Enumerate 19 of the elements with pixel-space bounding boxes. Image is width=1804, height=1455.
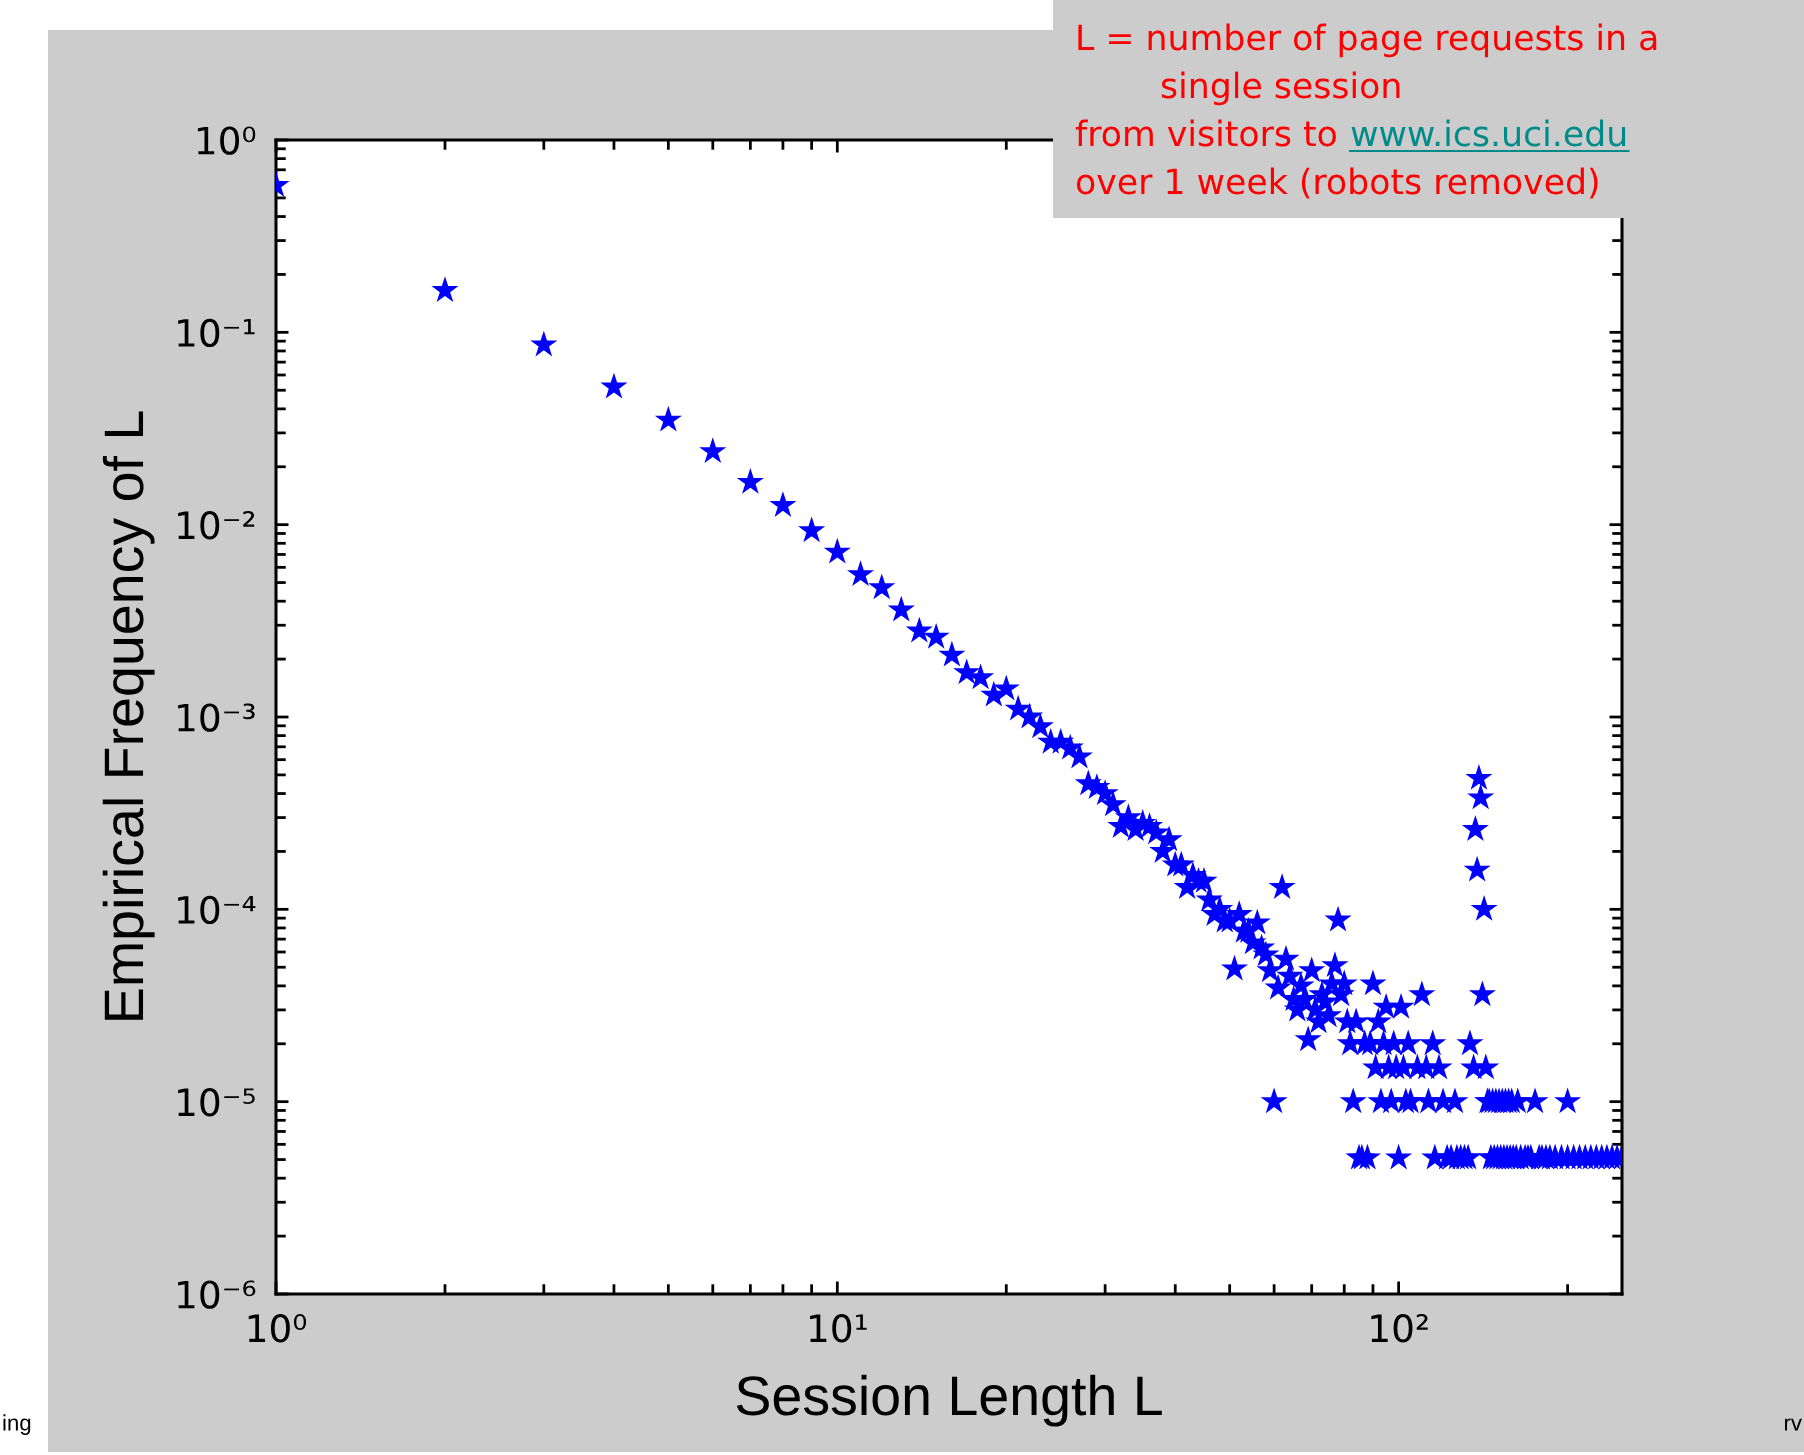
x-tick-label: 10¹ — [810, 1314, 867, 1343]
y-tick-label: 10⁰ — [197, 126, 256, 155]
text: rv — [1784, 1418, 1802, 1431]
x-axis-title: Session Length L — [736, 1374, 1162, 1427]
y-tick-label: 10⁻¹ — [178, 318, 255, 348]
y-tick-label: 10⁻⁴ — [178, 895, 256, 925]
text: single session — [1161, 71, 1400, 106]
y-tick-label: 10⁻² — [178, 511, 255, 540]
y-tick-label: 10⁻⁶ — [178, 1280, 256, 1309]
annotation: www.ics.uci.edu — [1351, 119, 1626, 147]
text: L = number of page requests in a — [1078, 23, 1657, 58]
annotation: over 1 week (robots removed) — [1076, 167, 1598, 199]
x-tick-label: 10² — [1371, 1314, 1428, 1343]
text: ing — [3, 1414, 31, 1435]
x-tick-label: 10⁰ — [248, 1314, 307, 1343]
annotation: from visitors to — [1075, 119, 1336, 147]
y-tick-label: 10⁻³ — [178, 703, 255, 732]
y-axis-title: Empirical Frequency of L — [102, 411, 155, 1020]
y-tick-label: 10⁻⁵ — [178, 1088, 255, 1117]
